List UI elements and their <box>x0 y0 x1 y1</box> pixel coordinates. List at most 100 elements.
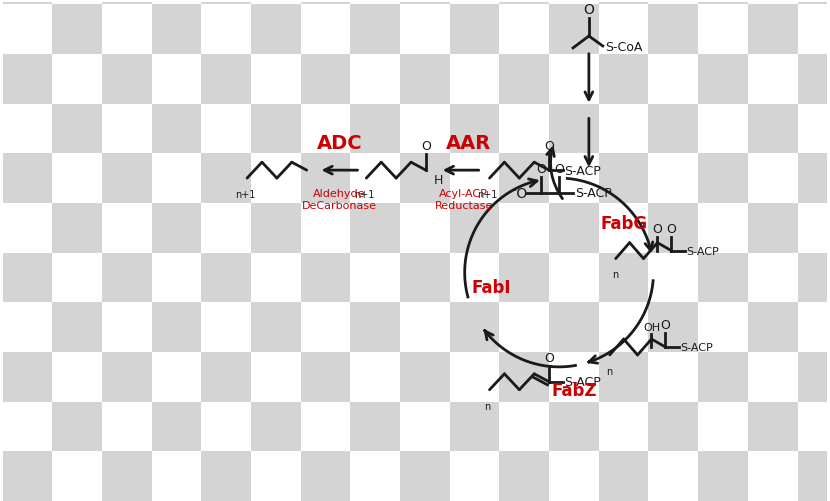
Bar <box>251 402 300 451</box>
Bar <box>450 451 500 501</box>
Bar <box>450 203 500 253</box>
Bar <box>500 0 549 5</box>
Bar <box>102 203 152 253</box>
Bar <box>748 104 798 154</box>
Bar <box>52 253 102 303</box>
Text: O: O <box>536 163 546 176</box>
Bar <box>251 451 300 501</box>
Bar <box>2 203 52 253</box>
Bar <box>450 55 500 104</box>
Bar <box>152 104 202 154</box>
Bar <box>251 303 300 352</box>
Bar <box>400 0 450 5</box>
Bar <box>450 154 500 203</box>
Bar <box>2 402 52 451</box>
Bar <box>52 5 102 55</box>
Bar <box>300 5 350 55</box>
Bar <box>500 104 549 154</box>
Bar <box>798 104 830 154</box>
Bar <box>350 352 400 402</box>
Text: O: O <box>421 140 431 153</box>
Text: S-ACP: S-ACP <box>575 187 612 200</box>
Bar <box>748 352 798 402</box>
Bar <box>300 303 350 352</box>
Bar <box>2 253 52 303</box>
Bar <box>300 104 350 154</box>
Bar <box>102 253 152 303</box>
Bar <box>698 451 748 501</box>
Text: S-ACP: S-ACP <box>686 246 719 256</box>
Bar <box>598 55 648 104</box>
Bar <box>152 154 202 203</box>
Bar <box>748 402 798 451</box>
Text: S-ACP: S-ACP <box>564 164 601 177</box>
Text: O: O <box>554 163 564 176</box>
Bar <box>102 154 152 203</box>
Bar <box>549 104 598 154</box>
Bar <box>350 5 400 55</box>
Bar <box>500 451 549 501</box>
Bar <box>500 55 549 104</box>
Bar <box>251 154 300 203</box>
Bar <box>251 352 300 402</box>
Bar <box>152 451 202 501</box>
Bar <box>698 402 748 451</box>
Bar <box>549 55 598 104</box>
Bar <box>2 352 52 402</box>
Text: OH: OH <box>643 323 660 333</box>
Bar <box>598 0 648 5</box>
Text: n: n <box>613 270 619 280</box>
Bar <box>748 0 798 5</box>
Bar <box>748 154 798 203</box>
Bar <box>500 402 549 451</box>
Bar <box>450 303 500 352</box>
Bar <box>748 203 798 253</box>
Bar <box>251 104 300 154</box>
Text: FabI: FabI <box>471 279 511 297</box>
Bar <box>648 0 698 5</box>
Text: n+1: n+1 <box>477 190 498 199</box>
Bar <box>598 203 648 253</box>
Text: Aldehyde
DeCarbonase: Aldehyde DeCarbonase <box>302 189 377 210</box>
Bar <box>549 402 598 451</box>
Bar <box>748 55 798 104</box>
Bar <box>500 5 549 55</box>
Bar <box>549 303 598 352</box>
Bar <box>648 253 698 303</box>
Bar <box>102 0 152 5</box>
Bar <box>400 203 450 253</box>
Bar <box>748 253 798 303</box>
Text: O: O <box>661 319 671 332</box>
Bar <box>698 0 748 5</box>
Text: ADC: ADC <box>317 134 363 153</box>
Bar <box>798 402 830 451</box>
Bar <box>400 104 450 154</box>
Bar <box>251 253 300 303</box>
Bar <box>350 0 400 5</box>
Bar <box>400 402 450 451</box>
Bar <box>202 104 251 154</box>
Bar <box>450 5 500 55</box>
Text: FabZ: FabZ <box>551 381 597 399</box>
Bar <box>152 55 202 104</box>
Bar <box>798 55 830 104</box>
Bar <box>152 0 202 5</box>
Bar <box>152 402 202 451</box>
Text: O: O <box>544 140 554 153</box>
Bar <box>300 402 350 451</box>
Bar <box>450 402 500 451</box>
Text: O: O <box>544 351 554 364</box>
Bar <box>102 5 152 55</box>
Bar <box>102 402 152 451</box>
Bar <box>350 55 400 104</box>
Bar <box>300 203 350 253</box>
Bar <box>350 402 400 451</box>
Bar <box>2 104 52 154</box>
Bar <box>202 154 251 203</box>
Bar <box>500 203 549 253</box>
Bar <box>500 253 549 303</box>
Bar <box>648 5 698 55</box>
Bar <box>598 5 648 55</box>
Bar <box>350 104 400 154</box>
Bar <box>52 104 102 154</box>
